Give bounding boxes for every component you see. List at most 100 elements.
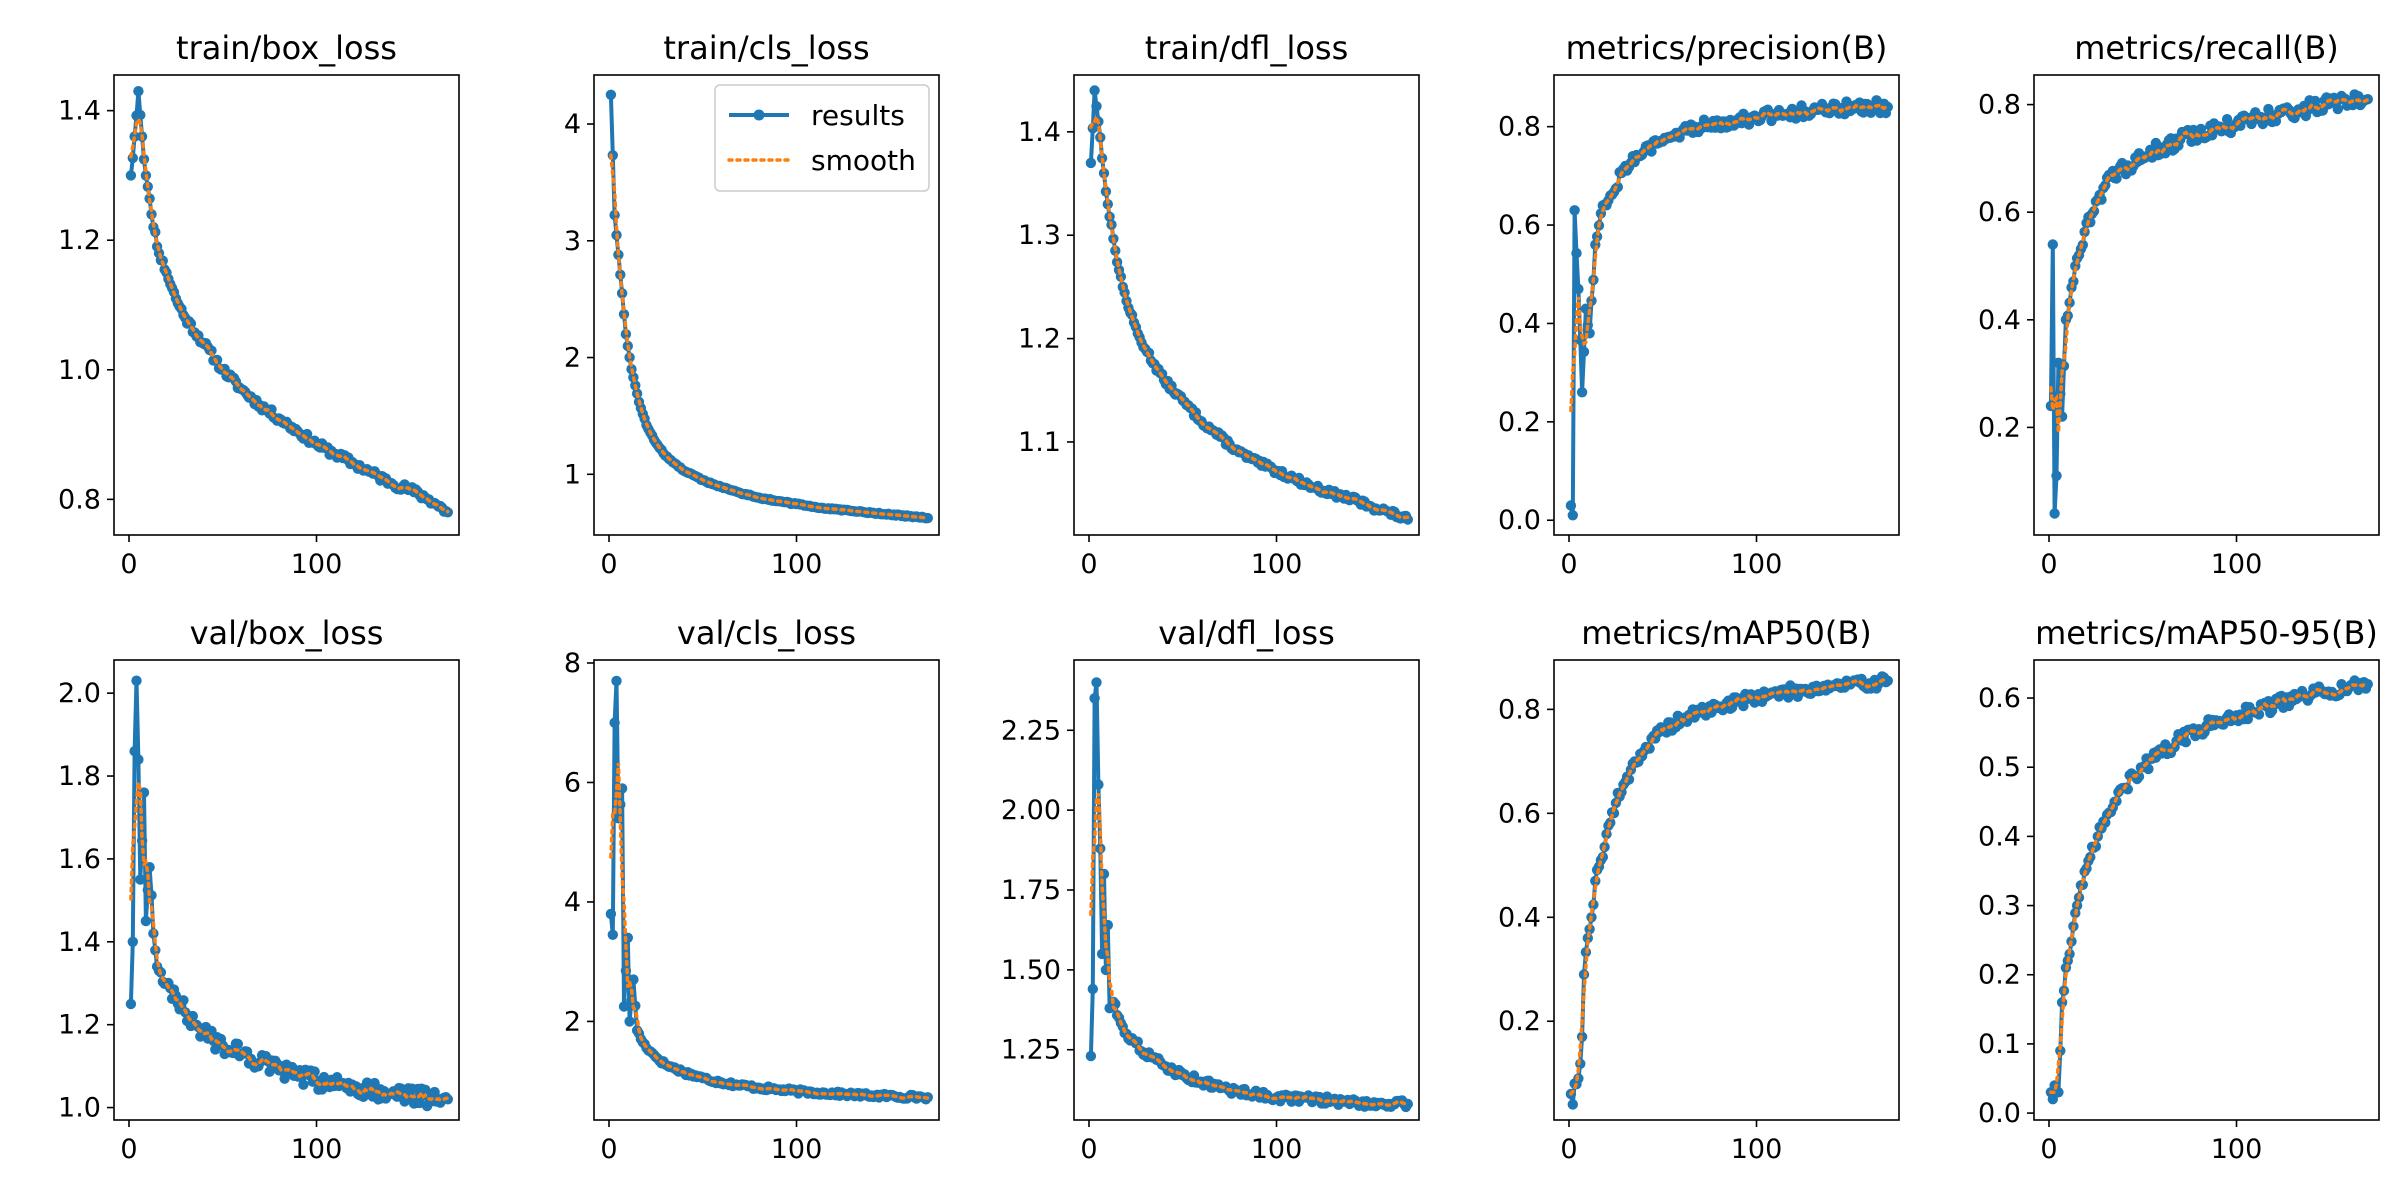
results-point <box>1087 983 1099 995</box>
x-tick-label: 0 <box>120 1134 137 1165</box>
y-tick-label: 2.0 <box>58 678 101 709</box>
subplot-4: 0 100 0.0 0.2 0.4 0.6 0.8 metrics/precision(B) <box>1498 29 1900 580</box>
x-tick-label: 100 <box>771 549 823 580</box>
y-tick-label: 0.5 <box>1978 752 2021 783</box>
x-tick-label: 100 <box>291 1134 343 1165</box>
axes-frame <box>113 74 460 536</box>
results-point <box>2332 103 2343 115</box>
subplot-title: train/box_loss <box>176 29 397 67</box>
y-tick-label: 0.0 <box>1978 1098 2021 1129</box>
subplot-5: 0 100 0.2 0.4 0.6 0.8 metrics/recall(B) <box>1978 29 2380 580</box>
y-tick-label: 0.2 <box>1978 412 2021 443</box>
x-tick-label: 0 <box>1080 549 1097 580</box>
y-tick-label: 0.6 <box>1498 798 1541 829</box>
y-tick-label: 1.75 <box>1001 875 1061 906</box>
plot-area <box>2045 89 2373 519</box>
results-point <box>611 675 622 687</box>
results-point <box>135 874 146 885</box>
y-tick-label: 4 <box>564 887 581 918</box>
x-tick-label: 100 <box>1731 549 1783 580</box>
y-tick-label: 1.6 <box>58 844 101 875</box>
results-point <box>613 813 624 824</box>
results-point <box>1402 1098 1414 1110</box>
y-tick-label: 0.6 <box>1498 210 1541 241</box>
subplot-9: 0 100 0.2 0.4 0.6 0.8 metrics/mAP50(B) <box>1498 614 1900 1165</box>
smooth-line <box>1569 677 1890 1096</box>
results-point <box>1089 85 1100 96</box>
results-point <box>129 746 140 757</box>
results-point <box>135 109 146 121</box>
plot-area <box>605 675 933 1105</box>
y-tick-label: 1.50 <box>1001 955 1061 986</box>
subplot-title: val/dfl_loss <box>1158 614 1335 652</box>
axes-frame <box>2033 659 2380 1121</box>
results-point <box>1565 500 1577 511</box>
y-tick-label: 0.8 <box>1498 112 1541 143</box>
results-line <box>2048 92 2369 516</box>
results-point <box>609 717 620 728</box>
subplot-title: metrics/mAP50(B) <box>1581 614 1872 652</box>
y-tick-label: 0.0 <box>1498 505 1541 536</box>
results-point <box>605 908 617 920</box>
results-line <box>1568 98 1890 518</box>
subplot-title: metrics/mAP50-95(B) <box>2035 614 2378 652</box>
smooth-line <box>609 762 930 1100</box>
subplot-8: 0 100 1.25 1.50 1.75 2.00 2.25 val/dfl_loss <box>1001 614 1420 1165</box>
results-point <box>1573 283 1584 295</box>
results-point <box>133 86 144 97</box>
subplot-10: 0 100 0.0 0.1 0.2 0.3 0.4 0.5 0.6 metrics/mAP50-9… <box>1978 614 2380 1165</box>
results-point <box>2051 470 2062 481</box>
x-tick-label: 100 <box>771 1134 823 1165</box>
y-tick-label: 0.4 <box>1978 821 2021 852</box>
legend-results-marker <box>753 109 765 121</box>
y-tick-label: 4 <box>564 109 581 140</box>
results-point <box>605 89 617 101</box>
x-tick-label: 100 <box>291 549 343 580</box>
x-tick-label: 100 <box>1251 1134 1303 1165</box>
results-point <box>1098 168 1110 179</box>
results-point <box>2047 239 2058 250</box>
results-line <box>128 678 450 1109</box>
y-tick-label: 0.2 <box>1498 1006 1541 1037</box>
y-tick-label: 1.0 <box>58 1093 101 1124</box>
axes-frame <box>2033 74 2380 536</box>
y-tick-label: 0.2 <box>1978 960 2021 991</box>
results-point <box>133 754 144 765</box>
plot-area <box>1085 677 1414 1113</box>
x-tick-label: 0 <box>120 549 137 580</box>
smooth-line <box>609 153 930 520</box>
smooth-line <box>1089 793 1410 1107</box>
x-tick-label: 0 <box>600 1134 617 1165</box>
results-point <box>607 150 618 161</box>
legend-results-label: results <box>811 99 905 132</box>
results-point <box>2362 679 2373 690</box>
results-point <box>140 915 152 927</box>
axes-frame <box>1073 659 1420 1121</box>
axes-frame <box>1553 659 1900 1121</box>
results-point <box>607 929 618 940</box>
axes-frame <box>1073 74 1420 536</box>
y-tick-label: 1.2 <box>58 1010 101 1041</box>
y-tick-label: 0.8 <box>1978 90 2021 121</box>
results-point <box>1571 248 1582 259</box>
y-tick-label: 0.1 <box>1978 1029 2021 1060</box>
results-point <box>1085 157 1097 169</box>
results-point <box>1882 675 1894 686</box>
axes-frame <box>593 74 940 536</box>
y-tick-label: 0.3 <box>1978 891 2021 922</box>
smooth-line <box>1569 102 1890 413</box>
y-tick-label: 2.25 <box>1001 715 1061 746</box>
results-point <box>1102 199 1114 210</box>
subplot-3: 0 100 1.1 1.2 1.3 1.4 train/dfl_loss <box>1018 29 1420 580</box>
x-tick-label: 100 <box>2211 549 2263 580</box>
y-tick-label: 1.4 <box>58 927 101 958</box>
y-tick-label: 0.6 <box>1978 197 2021 228</box>
subplot-1: 0 100 0.8 1.0 1.2 1.4 train/box_loss <box>58 29 460 580</box>
smooth-line <box>2049 97 2370 433</box>
legend-box <box>714 84 930 192</box>
y-tick-label: 0.6 <box>1978 683 2021 714</box>
results-point <box>1093 779 1104 790</box>
smooth-line <box>129 782 450 1102</box>
plot-area <box>605 89 933 524</box>
